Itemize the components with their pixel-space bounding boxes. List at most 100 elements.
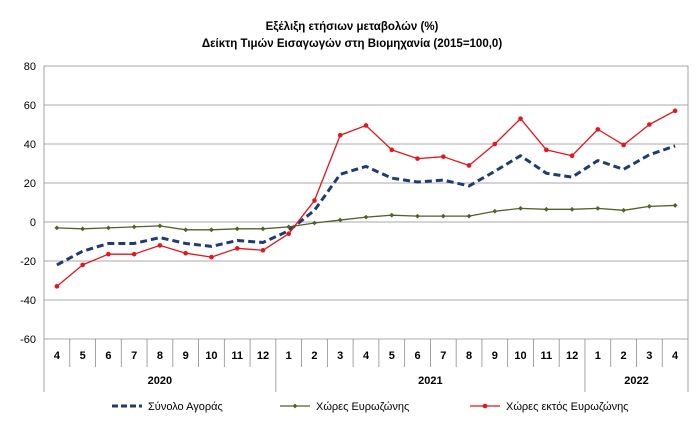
series-point — [466, 213, 472, 219]
x-tick-label: 1 — [286, 350, 292, 362]
x-tick-label: 10 — [205, 350, 217, 362]
series-point — [209, 254, 214, 260]
x-tick-label: 8 — [157, 350, 163, 362]
series-point — [621, 207, 626, 213]
series-point — [492, 141, 498, 147]
series-point — [415, 156, 420, 161]
x-tick-label: 7 — [131, 350, 137, 362]
x-tick-label: 3 — [646, 350, 652, 362]
x-tick-label: 4 — [54, 350, 61, 362]
series — [54, 108, 678, 289]
series-point — [646, 204, 652, 209]
x-tick-label: 11 — [231, 350, 243, 362]
series-line-3 — [56, 110, 676, 287]
series-point — [440, 154, 446, 159]
series-point — [54, 225, 60, 231]
x-tick-label: 2 — [621, 350, 627, 362]
series-point — [672, 108, 678, 114]
series-point — [80, 226, 86, 232]
series-point — [595, 205, 601, 211]
series-point — [131, 251, 137, 257]
x-tick-label: 8 — [466, 350, 472, 362]
x-tick-label: 11 — [540, 350, 552, 362]
x-tick-label: 7 — [440, 350, 446, 362]
series-point — [157, 223, 163, 229]
series-point — [595, 127, 601, 132]
year-label: 2020 — [148, 375, 172, 387]
series-point — [106, 251, 111, 257]
series-point — [569, 153, 575, 158]
series-point — [389, 147, 395, 153]
y-tick-label: 20 — [24, 178, 36, 190]
x-tick-label: 5 — [80, 350, 86, 362]
series-point — [183, 250, 188, 256]
x-tick-label: 9 — [492, 350, 498, 362]
series-point — [543, 206, 549, 212]
series-point — [518, 116, 523, 121]
legend-label-3: Χώρες εκτός Ευρωζώνης — [506, 401, 629, 413]
y-tick-label: 0 — [30, 217, 36, 229]
legend-label-1: Σύνολο Αγοράς — [148, 401, 223, 413]
series-point — [54, 284, 60, 289]
x-tick-label: 4 — [672, 350, 679, 362]
series-point — [234, 226, 240, 232]
series-point — [286, 224, 292, 230]
x-tick-label: 1 — [595, 350, 601, 362]
series-point — [286, 231, 292, 236]
x-tick-label: 3 — [337, 350, 343, 362]
series-point — [492, 208, 498, 214]
series-point — [415, 213, 420, 219]
chart-subtitle: Δείκτη Τιμών Εισαγωγών στη Βιομηχανία (2… — [202, 38, 502, 50]
series-point — [260, 226, 266, 232]
series-point — [569, 206, 575, 212]
series-point — [440, 213, 446, 219]
grid — [43, 65, 689, 340]
y-tick-label: 60 — [24, 100, 36, 112]
series-point — [544, 147, 549, 153]
legend: Σύνολο Αγοράς Χώρες Ευρωζώνης Χώρες εκτός … — [112, 401, 629, 413]
series-point — [131, 224, 137, 230]
legend-marker — [292, 403, 298, 409]
series-point — [209, 227, 214, 233]
series-point — [466, 163, 472, 168]
x-tick-label: 10 — [514, 350, 526, 362]
series-point — [337, 132, 343, 138]
series-point — [647, 122, 652, 127]
series-point — [363, 214, 369, 220]
series-point — [312, 220, 317, 226]
x-tick-label: 12 — [257, 350, 269, 362]
x-tick-label: 4 — [363, 350, 370, 362]
series-point — [260, 247, 266, 253]
x-tick-label: 12 — [566, 350, 578, 362]
series-point — [80, 262, 85, 268]
series-point — [672, 203, 678, 208]
y-tick-label: -60 — [20, 334, 36, 346]
x-tick-label: 6 — [105, 350, 111, 362]
y-tick-label: 80 — [24, 61, 36, 73]
series-point — [363, 123, 369, 128]
x-tick-label: 6 — [414, 350, 420, 362]
year-label: 2022 — [624, 375, 648, 387]
series-point — [234, 246, 240, 251]
series-point — [518, 205, 523, 211]
legend-marker — [482, 403, 488, 409]
x-tick-label: 9 — [183, 350, 189, 362]
x-tick-label: 2 — [311, 350, 317, 362]
series-point — [621, 142, 626, 148]
y-tick-label: -40 — [20, 295, 36, 307]
series-point — [106, 225, 111, 231]
series-point — [157, 243, 163, 248]
year-label: 2021 — [418, 375, 442, 387]
legend-label-2: Χώρες Ευρωζώνης — [316, 401, 409, 413]
x-tick-label: 5 — [389, 350, 395, 362]
series-point — [389, 212, 395, 218]
series-line-1 — [56, 144, 676, 267]
y-tick-label: -20 — [20, 256, 36, 268]
series-point — [312, 198, 317, 203]
series-point — [183, 227, 189, 233]
chart-title: Εξέλιξη ετήσιων μεταβολών (%) — [266, 21, 439, 33]
series-point — [337, 217, 343, 223]
